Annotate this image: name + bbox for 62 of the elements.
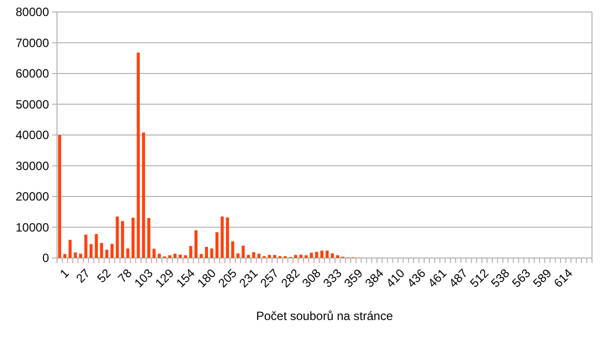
bar [210, 248, 214, 258]
bar [330, 253, 334, 258]
y-tick-label: 10000 [16, 220, 50, 234]
y-tick-label: 40000 [16, 128, 50, 142]
bar [226, 217, 229, 258]
bar [184, 255, 188, 258]
y-tick-label: 30000 [16, 158, 50, 173]
bar [136, 52, 140, 258]
bar [152, 248, 156, 258]
x-tick-label: 27 [73, 266, 93, 286]
bar [74, 252, 77, 258]
y-tick-label: 0 [42, 251, 50, 266]
bar [320, 250, 324, 258]
x-axis-title: Počet souborů na stránce [256, 309, 394, 323]
bar [90, 244, 93, 258]
bar [231, 241, 234, 258]
bar [94, 234, 98, 258]
bar [204, 246, 208, 258]
bar [126, 248, 130, 258]
bar [200, 254, 203, 258]
bar [142, 132, 146, 258]
x-tick-label: 1 [57, 266, 72, 281]
bar [194, 230, 198, 258]
bar [116, 216, 119, 258]
bar [336, 255, 340, 258]
x-tick-label: 52 [94, 266, 114, 286]
bar [236, 253, 240, 258]
bar [79, 254, 82, 258]
y-tick-label: 50000 [16, 97, 50, 112]
bar [84, 234, 88, 258]
bar [178, 254, 182, 258]
bar [110, 244, 114, 258]
bar [273, 254, 276, 258]
bar [220, 216, 224, 258]
bar [294, 254, 298, 258]
bar [132, 218, 135, 258]
bar [63, 254, 66, 258]
y-tick-label: 60000 [16, 66, 50, 81]
bar [121, 221, 124, 258]
bar [315, 252, 318, 258]
bar [299, 254, 302, 258]
bar [242, 246, 245, 258]
bar [147, 218, 150, 258]
bar [168, 255, 172, 258]
y-tick-label: 20000 [16, 190, 50, 204]
bar [310, 252, 313, 258]
y-tick-label: 70000 [16, 36, 50, 50]
bar [326, 250, 329, 258]
bar [246, 254, 250, 258]
bar [105, 250, 108, 258]
bar [304, 255, 308, 258]
bar [215, 232, 218, 258]
y-tick-label: 80000 [16, 5, 50, 20]
bar [68, 240, 72, 258]
bar [173, 254, 177, 258]
bar [58, 135, 62, 258]
bar [257, 254, 260, 258]
bar [158, 254, 161, 258]
bar [100, 242, 104, 258]
bar [252, 252, 256, 258]
bar [268, 254, 271, 258]
bar [189, 246, 192, 258]
